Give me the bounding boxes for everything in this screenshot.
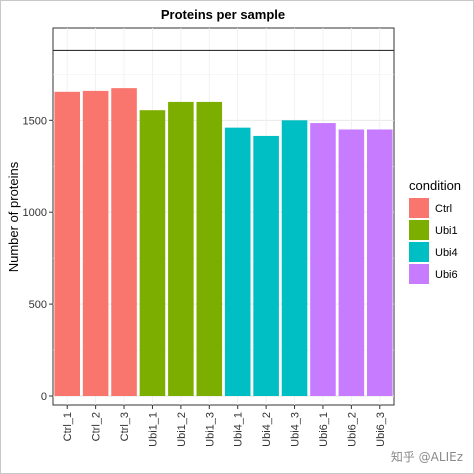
legend: condition Ctrl Ubi1 Ubi4 Ubi6 bbox=[409, 178, 461, 284]
bar bbox=[168, 101, 194, 397]
x-tick-label: Ubi4_2 bbox=[261, 412, 273, 447]
x-tick-label: Ubi4_3 bbox=[290, 412, 302, 447]
legend-label: Ubi4 bbox=[435, 247, 458, 259]
bar bbox=[111, 88, 137, 396]
bar bbox=[281, 120, 308, 397]
y-axis: 0 500 1000 1500 bbox=[23, 115, 53, 403]
legend-key bbox=[409, 220, 429, 240]
x-tick-label: Ubi1_2 bbox=[176, 412, 188, 447]
legend-key bbox=[409, 264, 429, 284]
legend-key bbox=[409, 198, 429, 218]
bar bbox=[82, 90, 109, 396]
bars bbox=[54, 88, 393, 397]
x-tick-label: Ctrl_3 bbox=[119, 412, 131, 441]
chart-title: Proteins per sample bbox=[161, 7, 285, 22]
plot-panel bbox=[52, 27, 395, 406]
bar bbox=[139, 110, 166, 396]
legend-key bbox=[409, 242, 429, 262]
y-tick-label: 1000 bbox=[23, 207, 47, 219]
bar bbox=[310, 123, 336, 396]
y-tick-label: 500 bbox=[29, 299, 47, 311]
x-tick-label: Ubi6_2 bbox=[346, 412, 358, 447]
x-tick-label: Ubi6_3 bbox=[375, 412, 387, 447]
x-tick-label: Ubi1_3 bbox=[204, 412, 216, 447]
legend-label: Ubi6 bbox=[435, 269, 458, 281]
legend-label: Ctrl bbox=[435, 203, 452, 215]
x-tick-label: Ctrl_1 bbox=[62, 412, 74, 441]
bar bbox=[196, 101, 223, 397]
y-tick-label: 1500 bbox=[23, 115, 47, 127]
watermark: 知乎 @ALIEz bbox=[390, 450, 463, 464]
x-tick-label: Ubi1_1 bbox=[147, 412, 159, 447]
bar bbox=[367, 129, 393, 397]
x-tick-label: Ubi6_1 bbox=[318, 412, 330, 447]
x-axis: Ctrl_1 Ctrl_2 Ctrl_3 Ubi1_1 Ubi1_2 Ubi1_3 Ubi4… bbox=[62, 405, 387, 447]
bar bbox=[54, 91, 80, 396]
x-tick-label: Ctrl_2 bbox=[91, 412, 103, 441]
bar bbox=[253, 135, 279, 396]
y-axis-label: Number of proteins bbox=[6, 161, 21, 272]
bar bbox=[224, 127, 251, 396]
legend-title: condition bbox=[409, 178, 461, 193]
bar bbox=[338, 129, 365, 397]
y-tick-label: 0 bbox=[41, 391, 47, 403]
x-tick-label: Ubi4_1 bbox=[233, 412, 245, 447]
legend-label: Ubi1 bbox=[435, 225, 458, 237]
